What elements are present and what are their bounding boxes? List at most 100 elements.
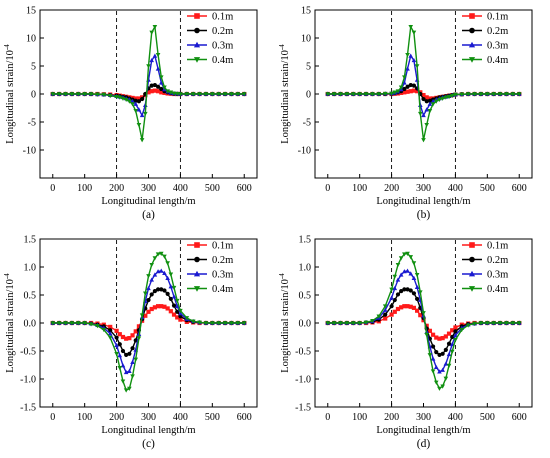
data-point	[127, 368, 132, 373]
data-point	[331, 321, 337, 326]
x-tick-label: 400	[173, 412, 188, 423]
legend-label: 0.2m	[212, 26, 233, 37]
y-tick-label: 15	[301, 6, 311, 17]
data-point	[130, 102, 135, 107]
data-point	[158, 80, 164, 85]
data-point	[430, 98, 436, 104]
data-point	[133, 109, 139, 114]
data-point	[95, 92, 100, 97]
data-point	[350, 92, 356, 97]
data-point	[146, 297, 151, 303]
data-point	[229, 92, 234, 97]
data-point	[174, 303, 180, 308]
x-tick-label: 200	[109, 183, 124, 194]
data-point	[389, 91, 394, 96]
data-point	[152, 53, 158, 58]
data-point	[440, 384, 445, 389]
data-point	[434, 335, 439, 340]
data-point	[155, 53, 161, 58]
data-point	[133, 98, 138, 103]
data-point	[222, 321, 228, 326]
data-point	[152, 256, 158, 261]
data-point	[143, 313, 148, 318]
data-point	[120, 334, 126, 340]
data-point	[162, 254, 167, 259]
data-point	[421, 112, 426, 118]
data-point	[415, 296, 420, 302]
data-point	[114, 328, 119, 333]
data-point	[152, 25, 158, 30]
data-point	[405, 251, 410, 256]
data-point	[446, 351, 452, 357]
y-tick-label: -0.5	[295, 347, 311, 358]
data-point	[155, 89, 161, 94]
data-point	[203, 92, 209, 97]
data-point	[411, 275, 417, 280]
legend-label: 0.4m	[212, 55, 233, 66]
data-point	[427, 96, 432, 101]
data-point	[108, 324, 113, 330]
data-point	[107, 93, 113, 99]
data-point	[395, 262, 401, 268]
data-point	[152, 288, 157, 294]
data-point	[449, 349, 455, 354]
data-point	[370, 318, 375, 324]
data-point	[510, 321, 516, 326]
panel-caption: (c)	[142, 438, 155, 450]
data-point	[440, 96, 445, 101]
data-point	[344, 321, 350, 326]
y-tick-label: -1.5	[295, 403, 311, 414]
data-point	[411, 57, 417, 63]
legend-marker	[469, 27, 475, 34]
data-point	[158, 251, 164, 256]
data-point	[184, 92, 190, 97]
legend-label: 0.2m	[212, 255, 233, 266]
data-point	[417, 290, 423, 295]
data-point	[418, 313, 423, 318]
legend-label: 0.3m	[212, 270, 233, 281]
data-point	[158, 75, 164, 80]
data-point	[421, 96, 426, 102]
data-point	[437, 386, 442, 391]
legend-marker	[194, 27, 200, 34]
data-point	[402, 86, 407, 92]
x-axis-title: Longitudinal length/m	[101, 425, 195, 436]
x-tick-label: 400	[448, 183, 463, 194]
data-point	[421, 138, 426, 143]
data-point	[411, 305, 417, 310]
data-point	[382, 91, 388, 97]
panel-caption: (d)	[417, 438, 431, 450]
data-point	[158, 268, 164, 273]
data-point	[174, 298, 180, 304]
data-point	[485, 92, 490, 97]
x-tick-label: 100	[352, 412, 367, 423]
data-point	[136, 107, 142, 112]
data-point	[450, 328, 455, 333]
legend-marker	[469, 13, 475, 19]
data-point	[395, 306, 401, 312]
data-point	[178, 92, 183, 97]
data-point	[504, 92, 509, 97]
series-markers-0.4m	[50, 251, 247, 393]
data-point	[440, 367, 445, 372]
data-point	[417, 111, 423, 117]
y-axis-title: Longitudinal strain/10-4	[3, 273, 16, 373]
legend-label: 0.3m	[212, 41, 233, 52]
legend-marker	[194, 13, 200, 19]
data-point	[95, 324, 100, 329]
data-point	[325, 92, 331, 97]
data-point	[389, 295, 394, 300]
data-point	[402, 252, 407, 257]
data-point	[168, 284, 174, 289]
data-point	[421, 311, 426, 316]
data-point	[88, 322, 94, 327]
data-point	[216, 321, 222, 326]
data-point	[430, 102, 436, 107]
data-point	[149, 262, 155, 268]
data-point	[171, 312, 177, 317]
data-point	[411, 261, 417, 266]
x-tick-label: 100	[77, 183, 92, 194]
data-point	[453, 338, 458, 343]
y-tick-label: -10	[23, 146, 36, 157]
data-point	[216, 92, 222, 97]
